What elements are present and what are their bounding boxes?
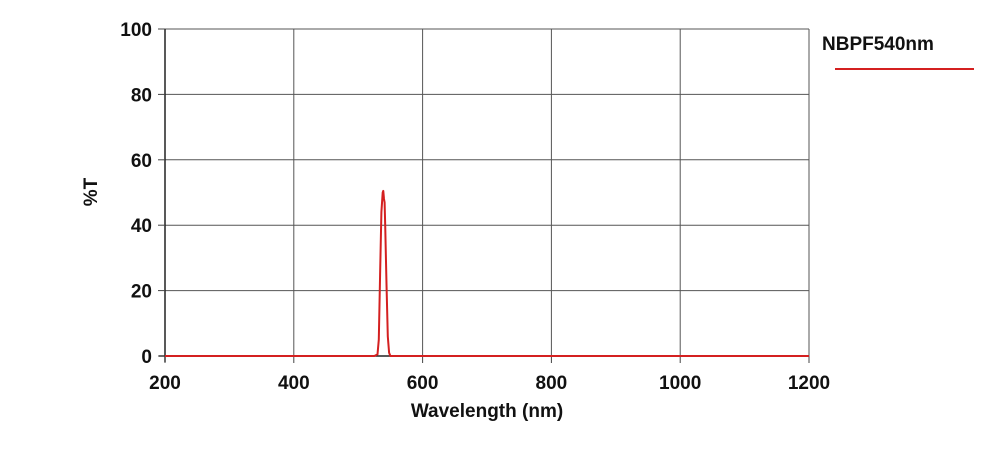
y-tick-label: 0 <box>141 347 152 368</box>
x-tick-label: 1200 <box>788 373 830 394</box>
series-line <box>165 189 809 357</box>
x-tick-label: 600 <box>407 373 439 394</box>
x-axis-title: Wavelength (nm) <box>411 401 563 422</box>
y-tick-label: 80 <box>131 85 152 106</box>
x-axis-ticks: 200 400 600 800 1000 1200 <box>149 356 830 394</box>
legend-label: NBPF540nm <box>822 34 934 55</box>
axes <box>159 29 809 362</box>
y-tick-label: 60 <box>131 151 152 172</box>
x-tick-label: 200 <box>149 373 181 394</box>
x-tick-label: 1000 <box>659 373 701 394</box>
grid-lines <box>165 28 810 356</box>
y-tick-label: 20 <box>131 282 152 303</box>
y-axis-ticks: 0 20 40 60 80 100 <box>120 20 165 368</box>
x-tick-label: 400 <box>278 373 310 394</box>
data-series <box>165 189 809 357</box>
legend: NBPF540nm <box>822 34 974 70</box>
x-tick-label: 800 <box>536 373 568 394</box>
y-tick-label: 100 <box>120 20 152 41</box>
y-tick-label: 40 <box>131 216 152 237</box>
y-axis-title: %T <box>81 177 102 206</box>
